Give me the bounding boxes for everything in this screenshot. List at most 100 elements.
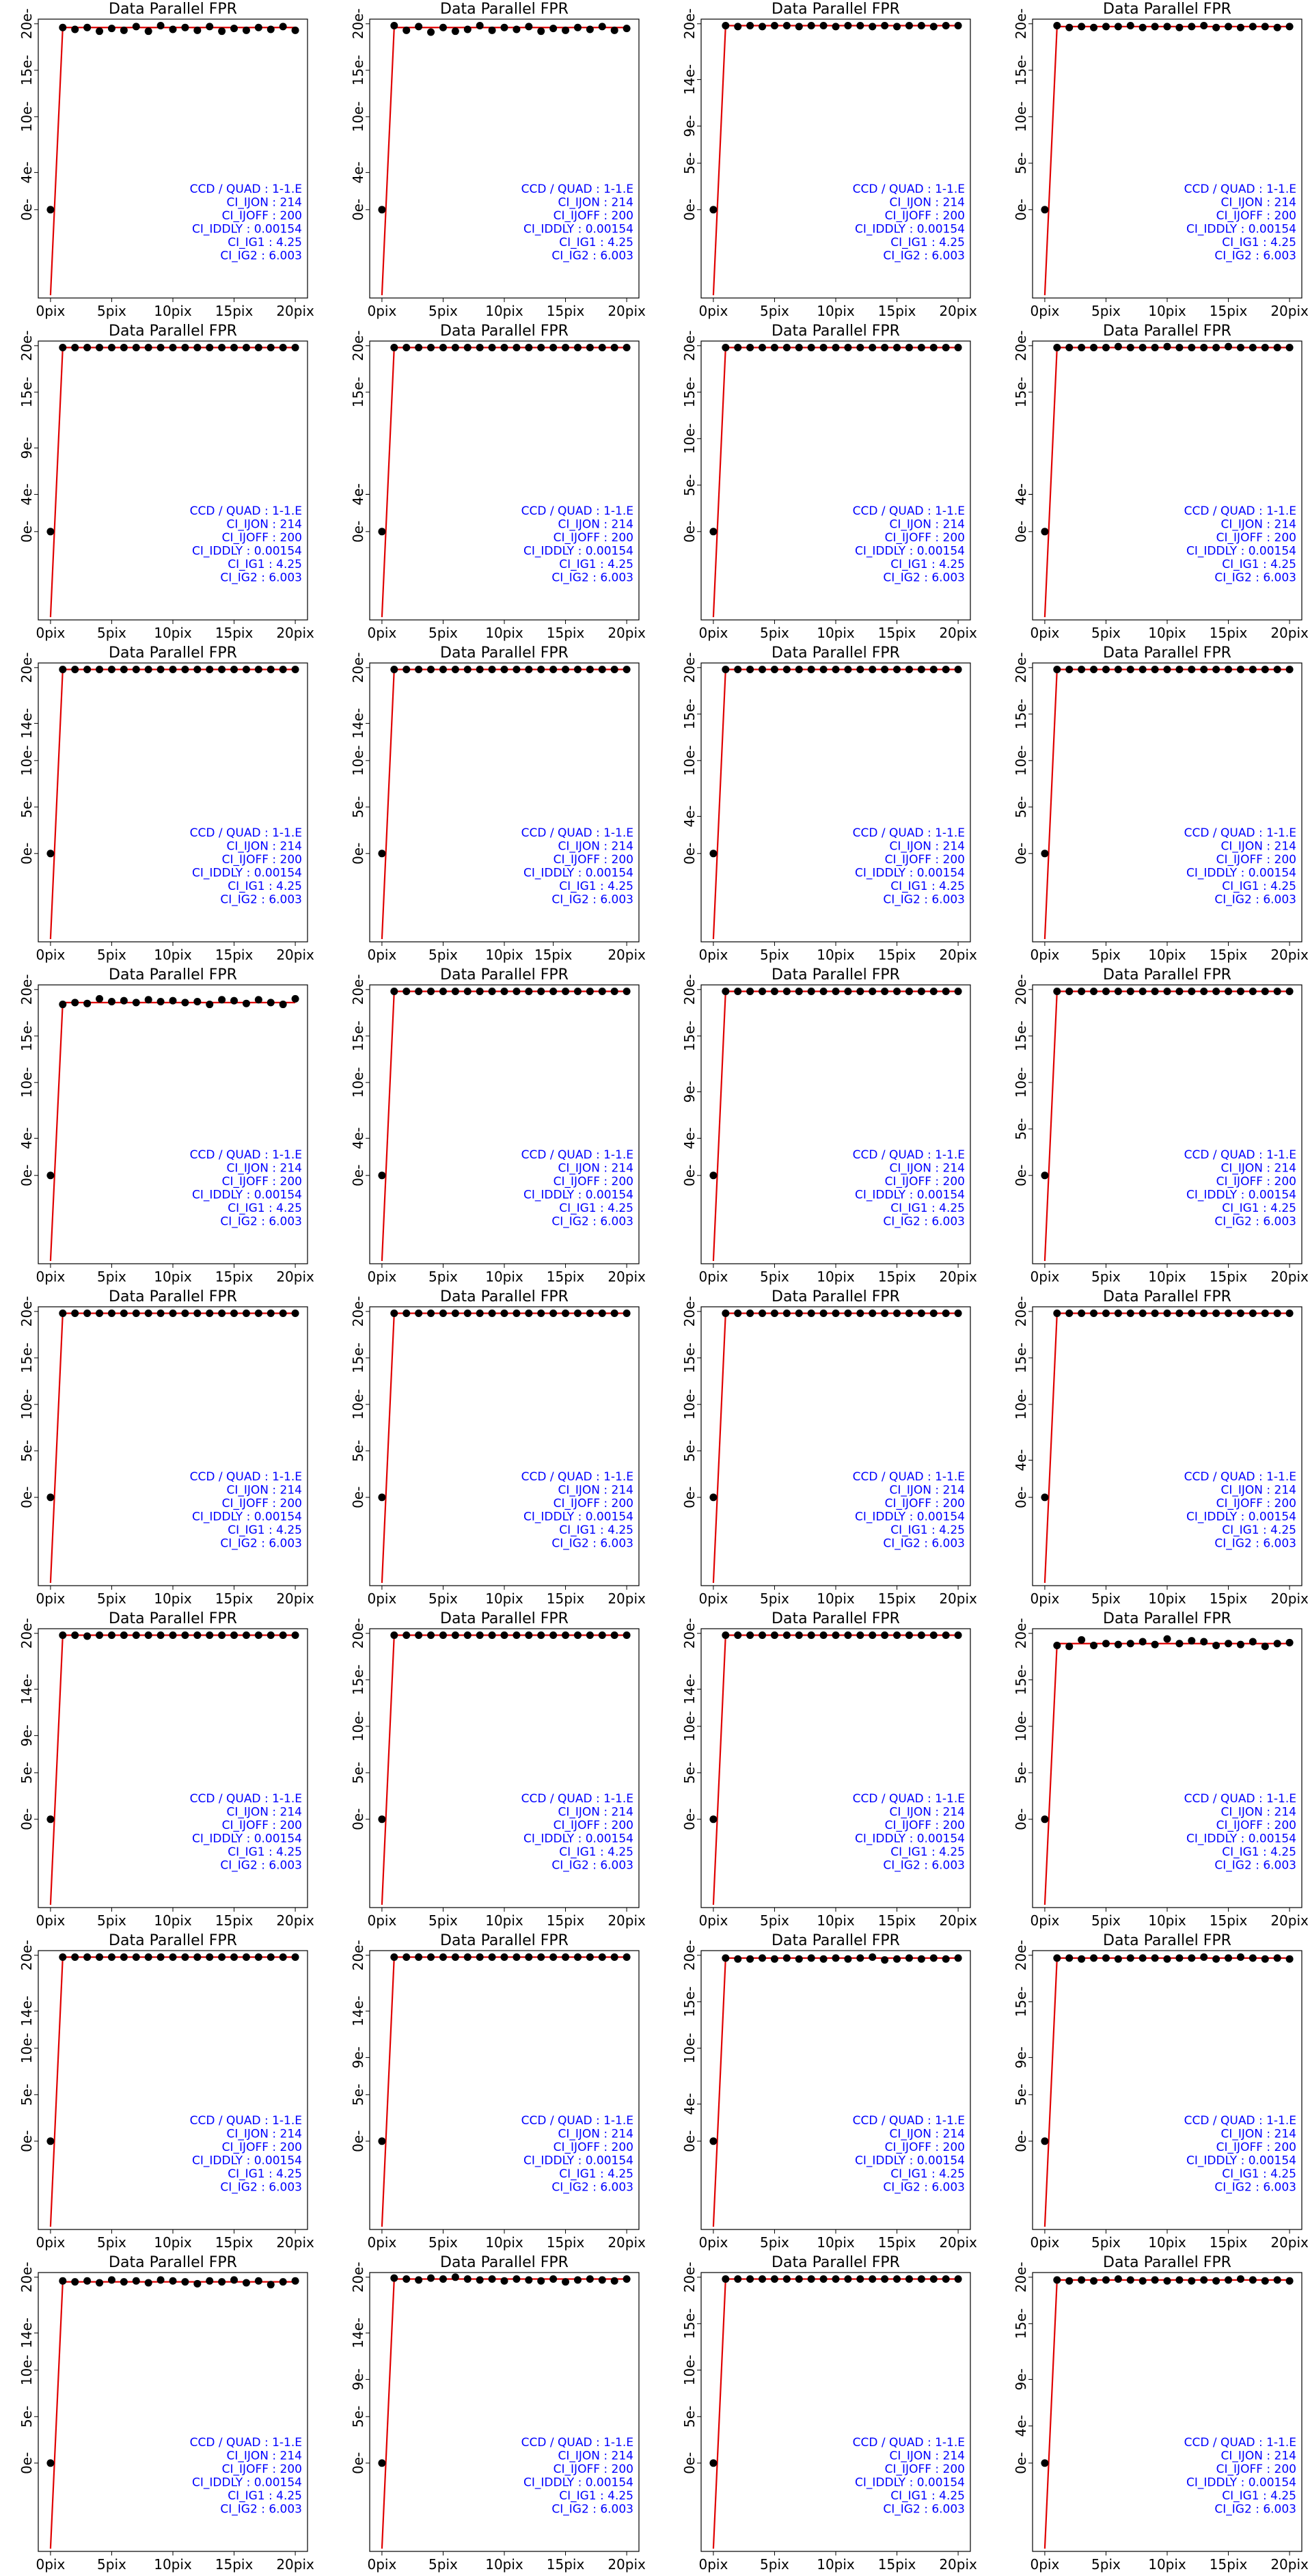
y-tick-label: 20e- <box>681 330 698 361</box>
y-tick-label: 4e- <box>681 1127 698 1149</box>
annotation-line: CI_IG2 : 6.003 <box>883 2181 965 2195</box>
x-tick-label: 10pix <box>154 1590 192 1607</box>
data-point <box>549 1631 558 1640</box>
data-point <box>562 666 570 674</box>
x-tick-label: 10pix <box>1148 625 1186 641</box>
y-tick-label: 15e- <box>1013 1020 1029 1051</box>
x-tick-label: 5pix <box>1091 1912 1121 1929</box>
data-point <box>132 23 140 31</box>
y-tick-label: 9e- <box>18 437 35 459</box>
data-point <box>537 988 545 996</box>
y-tick-label: 14e- <box>350 2318 366 2348</box>
data-point <box>402 344 411 352</box>
y-tick-label: 20e- <box>681 1296 698 1327</box>
y-tick-label: 9e- <box>18 1724 35 1746</box>
annotation-line: CI_IJOFF : 200 <box>885 209 965 223</box>
data-point <box>1126 2276 1134 2284</box>
y-tick-label: 10e- <box>350 1067 366 1098</box>
annotation-line: CI_IDDLY : 0.00154 <box>1186 223 1296 236</box>
data-point <box>782 1310 791 1318</box>
x-tick-label: 0pix <box>36 1269 66 1285</box>
data-point <box>230 1310 238 1318</box>
chart-panel-22: Data Parallel FPR 0pix 5pix 10pix 15pix 20pix… <box>350 1610 646 1929</box>
data-point <box>230 344 238 352</box>
data-point <box>1138 988 1147 996</box>
data-point <box>1053 1310 1061 1318</box>
y-tick-label: 5e- <box>18 2084 35 2106</box>
data-point <box>402 2275 411 2283</box>
data-point <box>942 1631 950 1640</box>
data-point <box>623 1953 631 1962</box>
data-point <box>1065 344 1074 352</box>
data-point <box>120 1631 128 1640</box>
data-point <box>1200 1638 1208 1646</box>
annotation-line: CI_IDDLY : 0.00154 <box>855 1832 965 1846</box>
data-point <box>807 1310 815 1318</box>
data-point <box>1102 1310 1110 1318</box>
x-tick-label: 10pix <box>1148 303 1186 319</box>
data-point <box>598 1631 606 1640</box>
data-point <box>525 1953 533 1962</box>
data-point <box>1151 988 1159 996</box>
x-tick-label: 20pix <box>939 1269 977 1285</box>
data-point <box>96 344 104 352</box>
y-tick-label: 10e- <box>1013 1711 1029 1741</box>
data-point <box>206 666 214 674</box>
x-tick-label: 20pix <box>1270 1590 1309 1607</box>
y-tick-label: 20e- <box>350 2262 366 2292</box>
data-point <box>120 2278 128 2286</box>
data-point <box>562 1953 570 1962</box>
data-point <box>1248 1954 1257 1962</box>
data-point <box>439 1953 447 1962</box>
data-point <box>488 26 496 34</box>
data-point <box>795 1310 803 1318</box>
data-point <box>451 2273 459 2281</box>
annotation-line: CI_IG2 : 6.003 <box>551 2181 633 2195</box>
data-point <box>378 1815 386 1823</box>
y-tick-label: 5e- <box>1013 2084 1029 2106</box>
x-tick-label: 0pix <box>1031 1269 1060 1285</box>
data-point <box>500 666 508 674</box>
data-point <box>218 1953 226 1962</box>
data-point <box>96 994 104 1003</box>
data-point <box>1225 342 1233 351</box>
data-point <box>83 2277 92 2285</box>
data-point <box>439 2275 447 2283</box>
data-point <box>1285 988 1294 996</box>
y-tick-label: 0e- <box>681 1808 698 1830</box>
annotation-line: CI_IJON : 214 <box>227 840 303 854</box>
data-point <box>46 2459 55 2467</box>
data-point <box>206 1631 214 1640</box>
data-point <box>1175 1954 1184 1962</box>
data-point <box>1041 1815 1049 1823</box>
data-point <box>415 23 423 31</box>
data-point <box>1114 342 1122 351</box>
data-point <box>881 1310 889 1318</box>
data-point <box>869 1310 877 1318</box>
data-point <box>881 1631 889 1640</box>
annotation-line: CI_IDDLY : 0.00154 <box>523 1832 633 1846</box>
x-tick-label: 20pix <box>276 947 314 963</box>
annotation-line: CI_IDDLY : 0.00154 <box>523 1189 633 1202</box>
y-tick-label: 20e- <box>18 1940 35 1970</box>
data-point <box>1175 1310 1184 1318</box>
data-point <box>623 25 631 33</box>
annotation-line: CI_IJOFF : 200 <box>885 1175 965 1189</box>
x-tick-label: 0pix <box>36 1590 66 1607</box>
data-point <box>1273 1310 1281 1318</box>
x-tick-label: 10pix <box>1148 1590 1186 1607</box>
data-point <box>1273 23 1281 31</box>
chart-panel-1: Data Parallel FPR 0pix 5pix 10pix 15pix 20pix… <box>18 1 314 319</box>
data-point <box>856 1631 864 1640</box>
data-point <box>476 666 484 674</box>
data-point <box>107 1631 115 1640</box>
y-tick-label: 5e- <box>350 2084 366 2106</box>
y-tick-label: 4e- <box>1013 1449 1029 1471</box>
x-tick-label: 5pix <box>428 303 458 319</box>
data-point <box>144 996 152 1004</box>
data-point <box>451 1953 459 1962</box>
y-tick-label: 10e- <box>1013 1067 1029 1098</box>
data-point <box>1285 1310 1294 1318</box>
annotation-line: CCD / QUAD : 1-1.E <box>853 1470 965 1484</box>
x-tick-label: 5pix <box>1091 1590 1121 1607</box>
